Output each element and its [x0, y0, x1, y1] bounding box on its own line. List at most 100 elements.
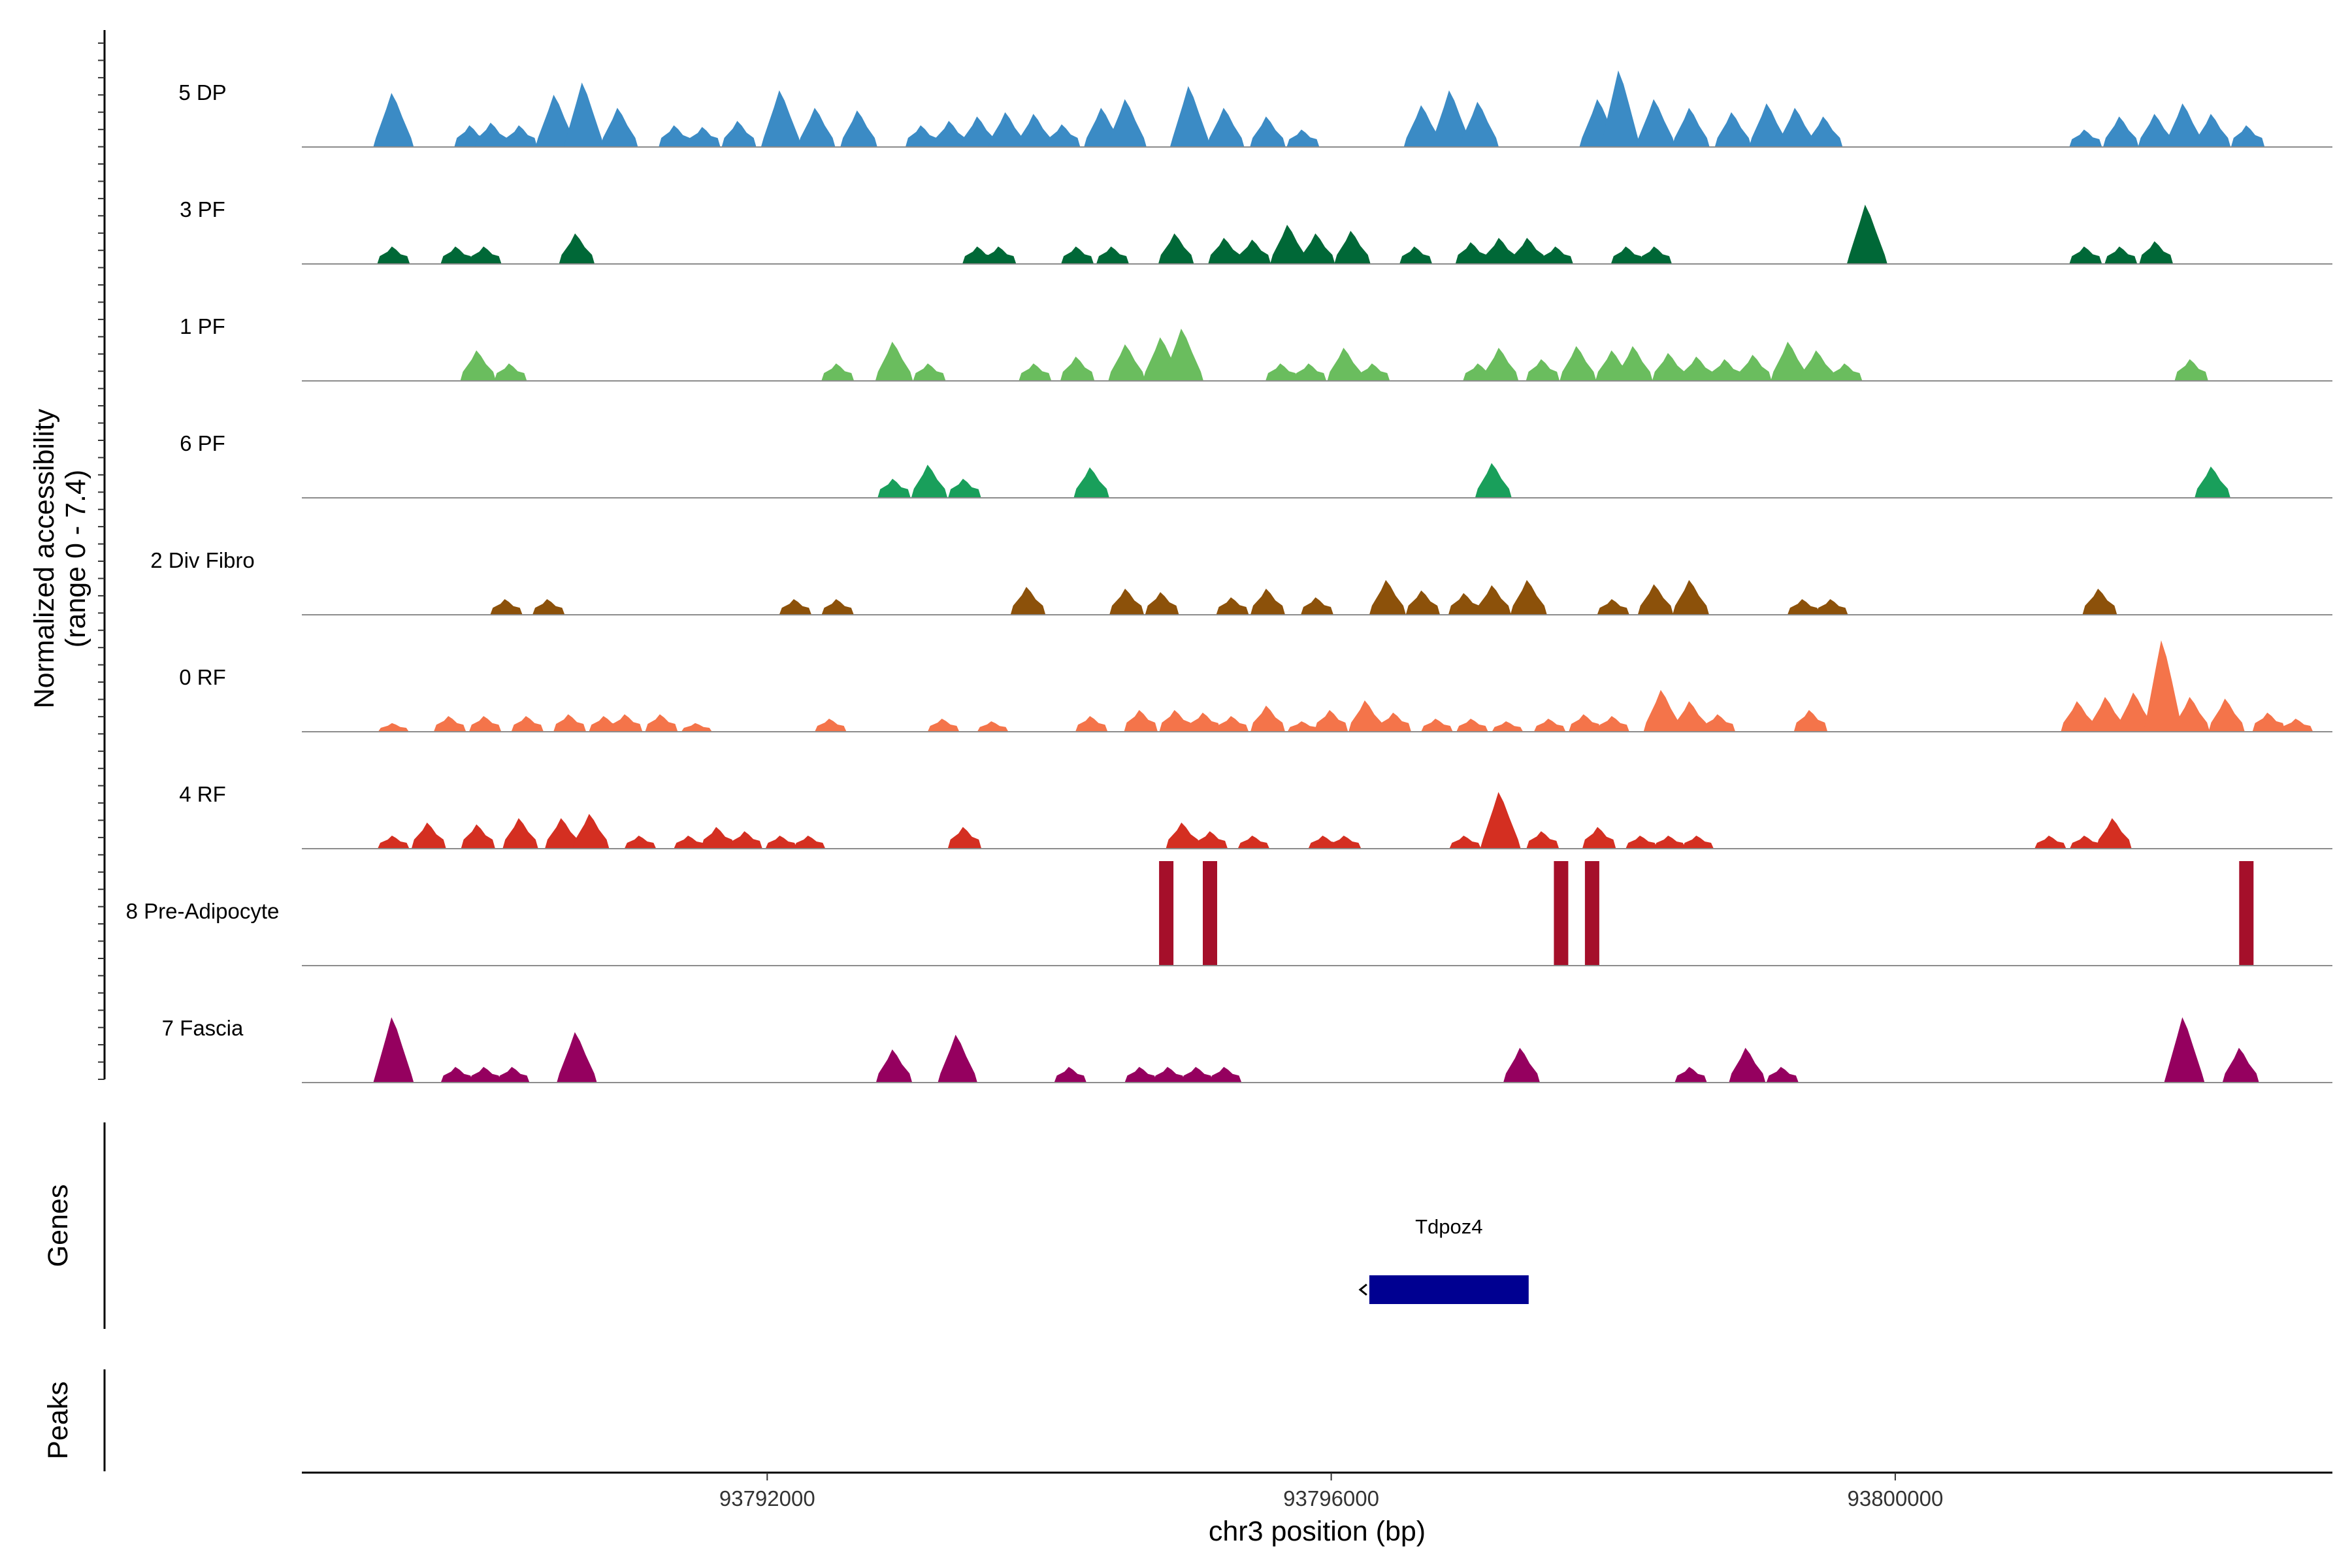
peak	[1455, 242, 1490, 264]
peak	[1188, 712, 1221, 732]
peak	[1060, 356, 1095, 381]
peak	[1737, 355, 1772, 381]
x-axis-title: chr3 position (bp)	[1209, 1516, 1426, 1547]
peak	[1109, 589, 1145, 615]
peak	[821, 363, 855, 381]
peak	[1569, 714, 1602, 732]
peak	[947, 826, 982, 849]
peak	[2194, 114, 2231, 147]
peak	[1714, 112, 1752, 147]
peak	[378, 723, 409, 732]
peak	[535, 95, 576, 147]
peak	[490, 599, 523, 615]
peak	[1250, 589, 1285, 615]
track-5-dp	[302, 70, 2332, 148]
peak	[1610, 246, 1644, 264]
genes-layer: Tdpoz4	[1358, 1215, 1529, 1304]
peak	[1124, 1067, 1157, 1083]
peak	[911, 465, 948, 498]
peak	[1787, 599, 1820, 615]
peak	[1208, 238, 1243, 264]
peak	[2061, 701, 2097, 732]
peak	[1526, 359, 1560, 381]
peak	[1327, 348, 1364, 381]
peak	[1800, 350, 1836, 381]
peak	[1369, 580, 1406, 615]
peak	[557, 1032, 597, 1083]
peak	[1096, 246, 1129, 264]
track-label: 6 PF	[180, 431, 225, 455]
peak	[1511, 238, 1546, 264]
track-7-fascia	[302, 1017, 2332, 1083]
peak	[373, 93, 414, 147]
peak	[1203, 861, 1217, 966]
peak	[440, 246, 474, 264]
peak	[1108, 344, 1145, 381]
peak	[1073, 467, 1109, 498]
x-tick-label: 93796000	[1283, 1486, 1379, 1511]
x-tick-label: 93800000	[1847, 1486, 1943, 1511]
peak	[2138, 114, 2174, 147]
peak	[1378, 712, 1411, 732]
peak	[1703, 714, 1736, 732]
peak	[913, 363, 946, 381]
y-axis-ticks	[98, 42, 105, 1080]
peak	[1829, 363, 1863, 381]
peak	[938, 1034, 977, 1083]
peak	[511, 716, 544, 732]
peak	[1181, 1067, 1214, 1083]
peak	[2034, 836, 2066, 849]
peaks-panel-title: Peaks	[42, 1381, 74, 1460]
peak	[1729, 1047, 1766, 1083]
peak	[2222, 1047, 2259, 1083]
peak	[1237, 836, 1270, 849]
peak	[2103, 116, 2139, 147]
peak	[1301, 597, 1333, 615]
track-label: 2 Div Fibro	[150, 548, 255, 572]
peak	[1405, 590, 1441, 615]
peak	[1294, 363, 1327, 381]
track-label: 8 Pre-Adipocyte	[126, 899, 280, 923]
peak	[2143, 640, 2183, 732]
peak	[1431, 90, 1471, 147]
peak	[2252, 712, 2286, 732]
peak	[440, 1067, 474, 1083]
gene-body	[1369, 1275, 1529, 1304]
peak	[2104, 246, 2138, 264]
peak	[1314, 710, 1348, 732]
track-6-pf	[302, 463, 2332, 498]
peak	[1399, 246, 1433, 264]
peak	[373, 1017, 414, 1083]
peak	[461, 824, 495, 849]
peak	[502, 818, 538, 849]
peak	[1482, 348, 1519, 381]
peak	[1540, 246, 1573, 264]
peak	[1152, 1067, 1186, 1083]
peak	[1554, 861, 1569, 966]
peak	[475, 122, 510, 147]
y-axis-title: Normalized accessibility(range 0 - 7.4)	[29, 408, 91, 708]
peak	[1672, 108, 1710, 147]
peak	[1286, 129, 1320, 147]
peak	[1019, 363, 1052, 381]
peak	[1329, 836, 1362, 849]
peak	[624, 836, 657, 849]
peak	[1492, 721, 1524, 732]
peak	[2230, 125, 2265, 147]
peak	[960, 116, 997, 147]
peak	[1209, 1067, 1242, 1083]
track-label: 3 PF	[180, 197, 225, 221]
peak	[821, 599, 854, 615]
peak	[1403, 105, 1443, 147]
peak	[1075, 716, 1108, 732]
peak	[1145, 592, 1179, 615]
peak	[760, 90, 802, 147]
gene-strand-arrow	[1358, 1283, 1367, 1296]
peak	[905, 125, 939, 147]
peak	[1061, 246, 1094, 264]
peak	[1046, 124, 1081, 147]
peak	[1166, 823, 1201, 849]
peak	[1299, 233, 1335, 264]
peak	[572, 813, 610, 849]
peak	[1357, 363, 1390, 381]
